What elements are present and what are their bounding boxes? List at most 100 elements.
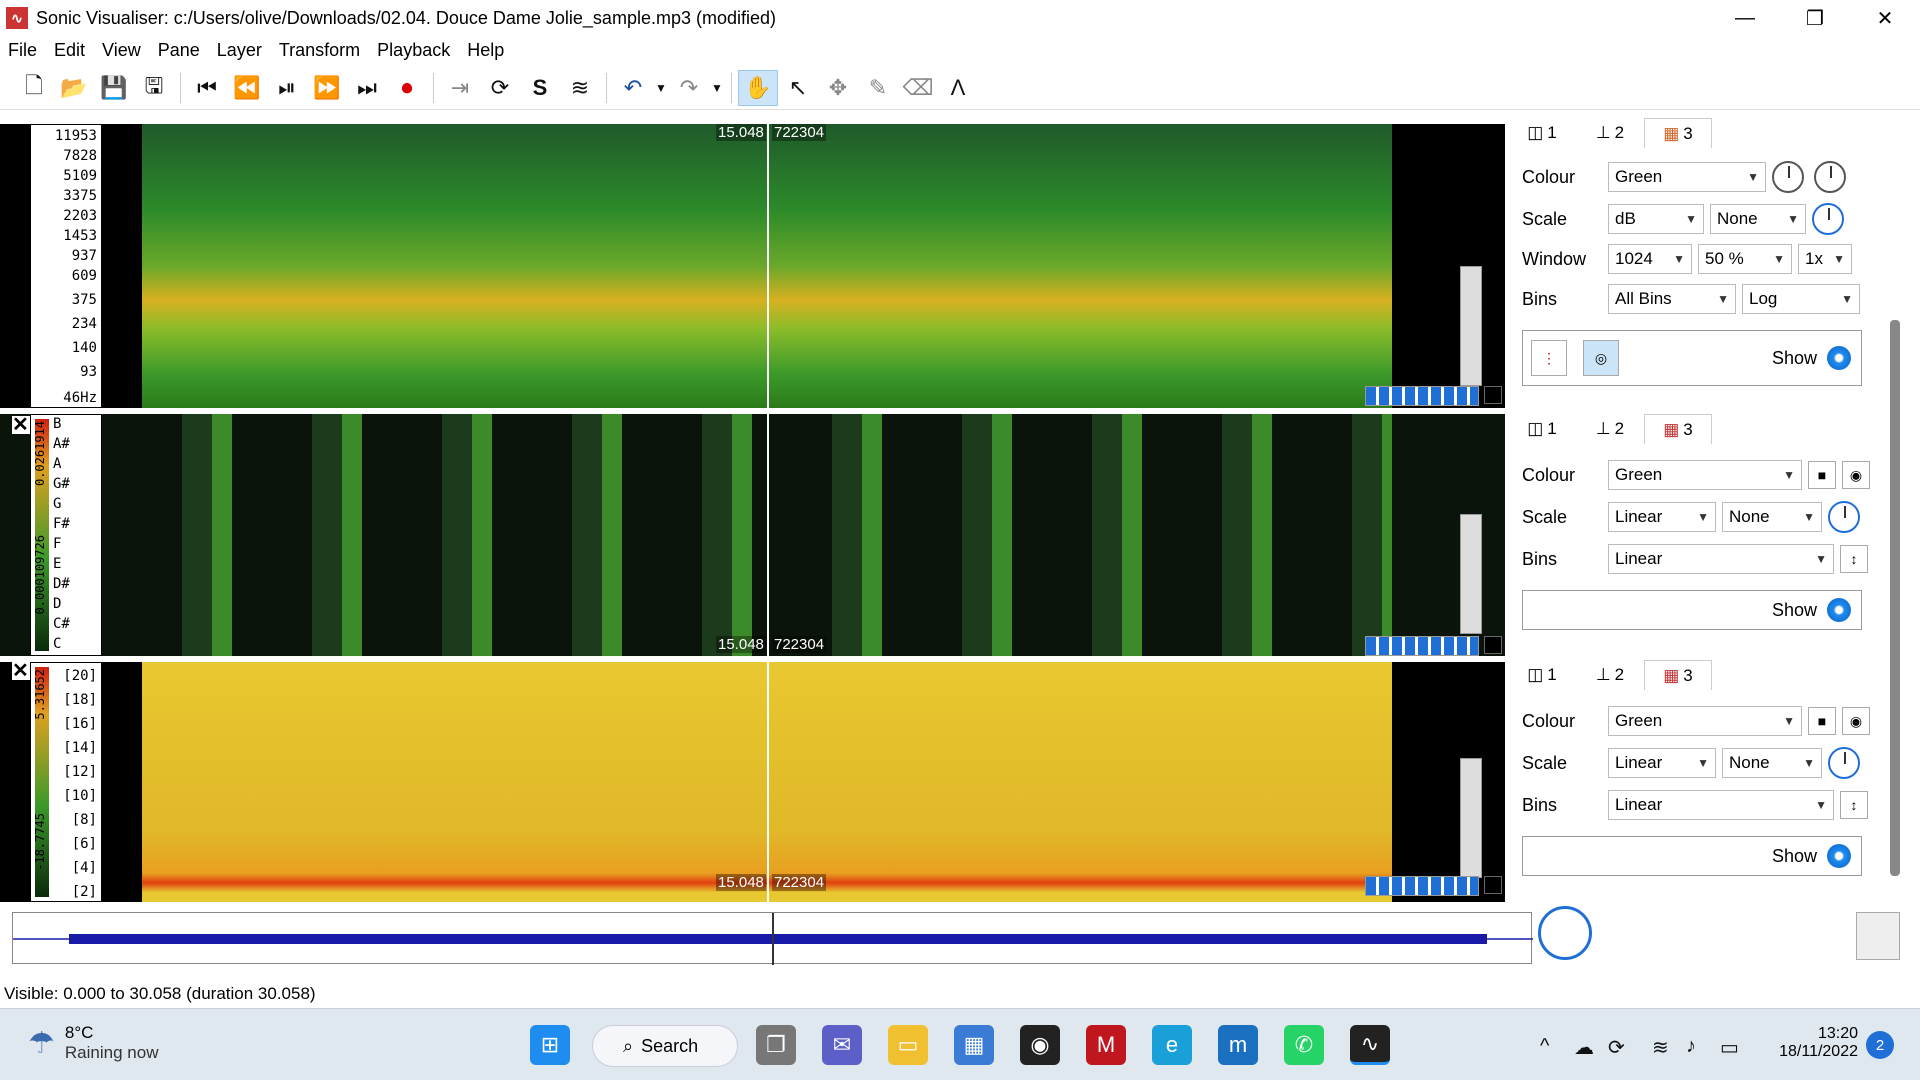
zoom-knob[interactable] [1538, 906, 1592, 960]
windows-start-icon[interactable]: ⊞ [530, 1025, 570, 1065]
spectrogram-pane[interactable]: 11953 7828 5109 3375 2203 1453 937 609 3… [0, 124, 1505, 408]
gain-knob[interactable] [1772, 161, 1804, 193]
scale-dropdown[interactable]: dB ▼ [1608, 204, 1704, 234]
oversample-dropdown[interactable]: 1x ▼ [1798, 244, 1852, 274]
maximize-button[interactable]: ❐ [1806, 7, 1824, 30]
new-file-icon[interactable]: 🗋 [25, 72, 43, 98]
menu-pane[interactable]: Pane [157, 39, 200, 60]
select-tool-icon[interactable]: ↖ [788, 74, 808, 100]
playhead[interactable] [767, 662, 769, 902]
window-size-dropdown[interactable]: 1024 ▼ [1608, 244, 1692, 274]
colour-rotation-knob[interactable] [1814, 161, 1846, 193]
app-icon[interactable]: m [1218, 1025, 1258, 1065]
teams-chat-icon[interactable]: ✉ [822, 1025, 862, 1065]
playhead[interactable] [767, 414, 769, 656]
close-pane-icon[interactable]: ✕ [12, 660, 30, 682]
scale-dropdown[interactable]: Linear ▼ [1608, 502, 1716, 532]
fast-forward-icon[interactable]: ⏩ [313, 74, 341, 100]
undo-dropdown-icon[interactable]: ▼ [655, 80, 667, 95]
normalization-dropdown[interactable]: None ▼ [1722, 748, 1822, 778]
move-tool-icon[interactable]: ✥ [828, 74, 848, 100]
volume-icon[interactable]: ♪ [1686, 1035, 1696, 1057]
normalization-dropdown[interactable]: None ▼ [1710, 204, 1806, 234]
microsoft-store-icon[interactable]: ▦ [954, 1025, 994, 1065]
bins-dropdown[interactable]: All Bins ▼ [1608, 284, 1736, 314]
record-icon[interactable]: ⏺ [401, 74, 413, 100]
tab-layer-2[interactable]: ⊥ 2 [1576, 660, 1644, 690]
vertical-zoom-slider[interactable] [1460, 758, 1482, 878]
whatsapp-icon[interactable]: ✆ [1284, 1025, 1324, 1065]
tab-layer-1[interactable]: ◫ 1 [1508, 414, 1576, 444]
sonic-visualiser-taskbar-icon[interactable]: ∿ [1350, 1025, 1390, 1065]
frequency-scale-dropdown[interactable]: Log ▼ [1742, 284, 1860, 314]
forward-end-icon[interactable]: ⏭ [357, 74, 377, 100]
tab-layer-1[interactable]: ◫ 1 [1508, 118, 1576, 148]
normalize-toggle-icon[interactable]: ■ [1808, 707, 1836, 735]
solo-icon[interactable]: S [532, 74, 548, 100]
battery-icon[interactable]: ▭ [1720, 1037, 1739, 1059]
close-button[interactable]: ✕ [1876, 7, 1894, 30]
measure-tool-icon[interactable]: Λ [950, 74, 966, 100]
gain-pan-icon[interactable]: ◎ [1583, 340, 1619, 376]
edge-browser-icon[interactable]: e [1152, 1025, 1192, 1065]
vertical-zoom-slider[interactable] [1460, 266, 1482, 386]
sync-icon[interactable]: ⟳ [1608, 1037, 1625, 1059]
onedrive-icon[interactable]: ☁ [1574, 1037, 1594, 1059]
show-toggle[interactable] [1827, 346, 1851, 370]
weather-widget[interactable]: ☂ 8°C Raining now [28, 1023, 158, 1063]
menu-layer[interactable]: Layer [216, 39, 262, 60]
colour-dropdown[interactable]: Green ▼ [1608, 460, 1802, 490]
overview-waveform[interactable] [12, 912, 1533, 965]
file-explorer-icon[interactable]: ▭ [888, 1025, 928, 1065]
gain-knob[interactable] [1828, 747, 1860, 779]
tab-layer-3[interactable]: ▦ 3 [1644, 660, 1712, 690]
normalization-dropdown[interactable]: None ▼ [1722, 502, 1822, 532]
menu-help[interactable]: Help [467, 39, 505, 60]
pane-corner-button[interactable] [1484, 876, 1502, 894]
chevron-up-icon[interactable]: ^ [1540, 1035, 1550, 1057]
show-toggle[interactable] [1827, 844, 1851, 868]
colour-dropdown[interactable]: Green ▼ [1608, 162, 1766, 192]
pane-corner-button[interactable] [1484, 636, 1502, 654]
horizontal-zoom-bar[interactable] [1365, 876, 1479, 896]
tab-layer-3[interactable]: ▦ 3 [1644, 414, 1712, 444]
wifi-icon[interactable]: ≋ [1652, 1037, 1669, 1059]
task-view-icon[interactable]: ❐ [756, 1025, 796, 1065]
play-pause-icon[interactable]: ⏯ [278, 74, 296, 100]
horizontal-zoom-bar[interactable] [1365, 386, 1479, 406]
property-scrollbar[interactable] [1890, 320, 1900, 876]
show-toggle[interactable] [1827, 598, 1851, 622]
erase-tool-icon[interactable]: ⌫ [902, 74, 934, 100]
menu-view[interactable]: View [102, 39, 141, 60]
overlap-dropdown[interactable]: 50 % ▼ [1698, 244, 1792, 274]
playhead[interactable] [767, 124, 769, 408]
save-session-icon[interactable]: 🖫 [144, 72, 164, 98]
pane-corner-button[interactable] [1484, 386, 1502, 404]
constrain-playback-icon[interactable]: ⇥ [450, 74, 470, 100]
redo-dropdown-icon[interactable]: ▼ [711, 80, 723, 95]
navigate-tool-icon[interactable]: ✋ [738, 69, 778, 106]
rewind-start-icon[interactable]: ⏮ [197, 74, 217, 100]
play-parameters-icon[interactable]: ⋮ [1531, 340, 1567, 376]
mfcc-pane[interactable]: ✕ 5.31652 -18.7745 [20] [18] [16] [14] [… [0, 660, 1505, 902]
colour-dropdown[interactable]: Green ▼ [1608, 706, 1802, 736]
horizontal-zoom-bar[interactable] [1365, 636, 1479, 656]
invert-toggle-icon[interactable]: ◉ [1842, 461, 1870, 489]
vertical-resize-icon[interactable]: ↕ [1840, 545, 1868, 573]
close-pane-icon[interactable]: ✕ [12, 414, 30, 436]
layer-visibility-button[interactable] [1856, 912, 1900, 960]
minimize-button[interactable]: — [1735, 6, 1755, 29]
loop-icon[interactable]: ⟳ [490, 74, 510, 100]
vertical-zoom-slider[interactable] [1460, 514, 1482, 634]
threshold-knob[interactable] [1812, 203, 1844, 235]
invert-toggle-icon[interactable]: ◉ [1842, 707, 1870, 735]
save-icon[interactable]: 💾 [100, 74, 128, 100]
scale-dropdown[interactable]: Linear ▼ [1608, 748, 1716, 778]
taskbar-search[interactable]: ⌕ Search [592, 1025, 738, 1067]
gain-knob[interactable] [1828, 501, 1860, 533]
bins-dropdown[interactable]: Linear ▼ [1608, 544, 1834, 574]
normalize-toggle-icon[interactable]: ■ [1808, 461, 1836, 489]
system-clock[interactable]: 13:20 18/11/2022 [1768, 1025, 1858, 1061]
app-icon[interactable]: ◉ [1020, 1025, 1060, 1065]
tab-layer-3[interactable]: ▦ 3 [1644, 118, 1712, 148]
